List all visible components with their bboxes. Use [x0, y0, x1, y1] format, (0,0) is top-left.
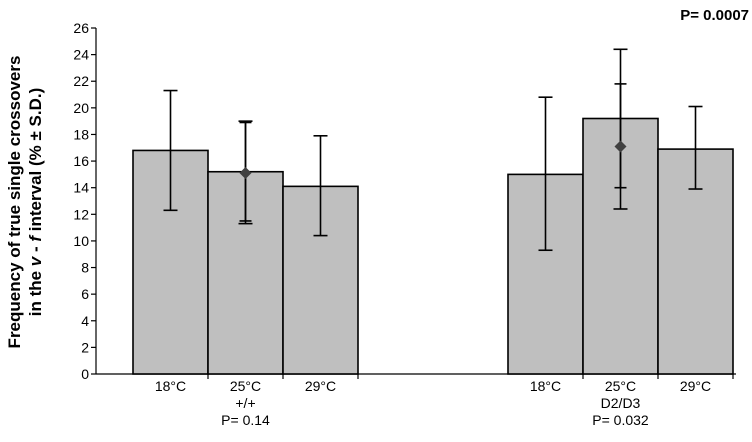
y-tick-label-22: 22	[73, 73, 89, 89]
group-p-value-1: P= 0.14	[221, 412, 270, 428]
y-tick-label-14: 14	[73, 180, 89, 196]
x-category-label-g1-3: 29°C	[305, 378, 336, 394]
y-tick-label-12: 12	[73, 206, 89, 222]
diamond-marker-g1	[239, 167, 252, 180]
y-axis-label-dash: -	[26, 242, 45, 257]
x-category-label-g2-1: 18°C	[530, 378, 561, 394]
y-tick-label-24: 24	[73, 47, 89, 63]
y-axis-label-suffix: interval (% ± S.D.)	[26, 88, 45, 236]
y-axis-label-f: f	[26, 234, 45, 242]
y-tick-label-8: 8	[81, 260, 89, 276]
genotype-label-1: +/+	[235, 395, 255, 411]
y-axis-label-line-1: Frequency of true single crossovers	[5, 56, 24, 349]
y-tick-label-2: 2	[81, 339, 89, 355]
group-p-value-2: P= 0.032	[592, 412, 649, 428]
x-category-label-g1-2: 25°C	[230, 378, 261, 394]
y-tick-label-26: 26	[73, 20, 89, 36]
y-tick-label-6: 6	[81, 286, 89, 302]
y-axis-label-v: v	[26, 255, 45, 266]
y-axis-label-line-2: in the v - f interval (% ± S.D.)	[26, 88, 45, 317]
y-axis-label-prefix: in the	[26, 266, 45, 316]
y-tick-label-4: 4	[81, 313, 89, 329]
x-category-label-g1-1: 18°C	[155, 378, 186, 394]
x-category-label-g2-3: 29°C	[680, 378, 711, 394]
diamond-marker-g2	[614, 140, 627, 153]
overall-p-value: P= 0.0007	[680, 7, 749, 24]
y-tick-label-18: 18	[73, 126, 89, 142]
x-category-label-g2-2: 25°C	[605, 378, 636, 394]
y-tick-label-16: 16	[73, 153, 89, 169]
y-tick-label-20: 20	[73, 100, 89, 116]
y-tick-label-10: 10	[73, 233, 89, 249]
y-tick-label-0: 0	[81, 366, 89, 382]
genotype-label-2: D2/D3	[601, 395, 641, 411]
